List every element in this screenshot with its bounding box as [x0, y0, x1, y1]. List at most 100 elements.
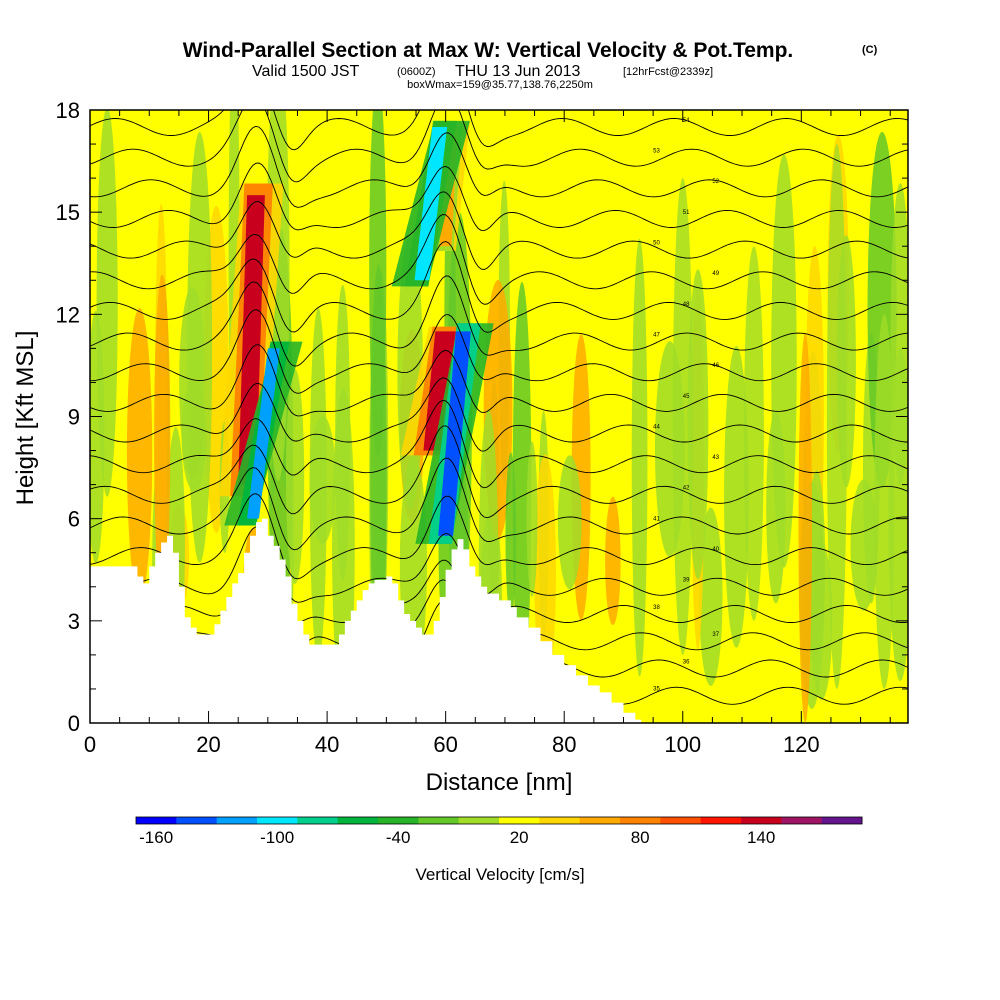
- colorbar-swatch: [499, 817, 540, 824]
- velocity-patch: [505, 452, 517, 618]
- isentrope-line: [90, 275, 908, 367]
- colorbar-swatch: [418, 817, 460, 824]
- downdraft-core: [438, 331, 471, 536]
- y-tick-label: 15: [56, 200, 80, 225]
- velocity-patch: [687, 269, 709, 580]
- velocity-patch: [850, 479, 878, 611]
- colorbar-swatch: [337, 817, 379, 824]
- y-axis-label: Height [Kft MSL]: [12, 331, 39, 506]
- isentrope-label: 48: [683, 302, 690, 308]
- isentrope-line: [90, 191, 908, 270]
- isentrope-label: 39: [683, 578, 690, 584]
- velocity-patch: [126, 308, 153, 599]
- chart-title: Wind-Parallel Section at Max W: Vertical…: [183, 39, 794, 62]
- colorbar-swatch: [458, 817, 500, 824]
- downdraft-core: [414, 127, 448, 281]
- colorbar-tick-label: -40: [386, 828, 411, 847]
- terrain-fill: [90, 518, 648, 723]
- velocity-band: [874, 314, 895, 689]
- isentrope-label: 41: [653, 516, 660, 522]
- isentrope-line: [90, 526, 908, 603]
- isentrope-label: 49: [712, 271, 719, 277]
- isentrope-label: 36: [683, 659, 690, 665]
- colorbar-swatch: [539, 817, 581, 824]
- forecast-info: [12hrFcst@2339z]: [623, 66, 713, 78]
- isentrope-line: [90, 110, 908, 151]
- y-tick-label: 6: [68, 507, 80, 532]
- x-tick-label: 0: [84, 732, 96, 757]
- isentrope-label: 53: [653, 149, 660, 155]
- velocity-patch: [154, 274, 171, 606]
- x-tick-label: 20: [196, 732, 220, 757]
- isentrope-label: 44: [653, 424, 660, 430]
- drafts-layer: [219, 120, 494, 544]
- velocity-patch: [309, 308, 327, 660]
- colorbar-swatch: [700, 817, 742, 824]
- velocity-patch: [798, 333, 812, 723]
- isentrope-label: 52: [712, 179, 719, 185]
- colorbar-swatch: [579, 817, 621, 824]
- colorbar-swatch: [821, 817, 863, 824]
- updraft-core: [423, 331, 457, 451]
- copyright-mark: (C): [862, 44, 878, 56]
- velocity-patch: [187, 132, 213, 563]
- colorbar-swatch: [781, 817, 823, 824]
- colorbar-swatch: [216, 817, 258, 824]
- colorbar-swatch: [660, 817, 702, 824]
- colorbar-swatch: [620, 817, 661, 824]
- x-tick-label: 40: [315, 732, 339, 757]
- y-tick-label: 18: [56, 98, 80, 123]
- isentrope-label: 43: [712, 455, 719, 461]
- velocity-patch: [557, 455, 582, 590]
- isentrope-line: [90, 377, 908, 452]
- isentrope-line: [90, 241, 908, 333]
- velocity-patch: [699, 507, 723, 686]
- isentrope-label: 54: [683, 118, 690, 124]
- isentrope-label: 46: [712, 363, 719, 369]
- velocity-patch: [771, 154, 797, 568]
- isentrope-line: [90, 214, 908, 305]
- colorbar: -160 -100 -40 20 80 140: [135, 816, 863, 847]
- colorbar-swatch: [297, 817, 339, 824]
- velocity-patch: [369, 110, 387, 457]
- isentrope-label: 51: [683, 210, 690, 216]
- isentrope-line: [90, 110, 908, 183]
- isentrope-label: 35: [653, 687, 660, 693]
- velocity-patch: [285, 369, 305, 585]
- isentrope-label: 38: [653, 605, 660, 611]
- isentrope-line: [90, 162, 908, 232]
- isentrope-line: [90, 457, 908, 551]
- velocity-patch: [96, 110, 118, 497]
- isentrope-label: 50: [653, 241, 660, 247]
- velocity-patch: [808, 470, 826, 656]
- terrain-layer: [90, 518, 648, 723]
- velocity-band: [743, 246, 764, 621]
- x-tick-label: 60: [433, 732, 457, 757]
- x-tick-label: 80: [552, 732, 576, 757]
- isentrope-line: [90, 309, 908, 394]
- colorbar-swatch: [136, 817, 177, 824]
- colorbar-tick-label: -100: [260, 828, 294, 847]
- colorbar-tick-label: 140: [747, 828, 775, 847]
- isentrope-line: [90, 344, 908, 417]
- isentrope-line: [90, 125, 908, 208]
- velocity-patch: [724, 346, 749, 648]
- plot-area: 3536373839404142434445464748495051525354…: [56, 98, 909, 757]
- colorbar-tick-label: 20: [510, 828, 529, 847]
- box-info: boxWmax=159@35.77,138.76,2250m: [407, 79, 593, 91]
- colorbar-swatch: [378, 817, 419, 824]
- colorbar-frame: [135, 816, 863, 825]
- valid-utc: (0600Z): [397, 66, 436, 78]
- colorbar-label: Vertical Velocity [cm/s]: [415, 865, 584, 884]
- colorbar-swatch: [176, 817, 218, 824]
- valid-date: THU 13 Jun 2013: [455, 63, 581, 80]
- velocity-patch: [526, 441, 538, 597]
- isentrope-line: [90, 399, 908, 489]
- colorbar-tick-label: 80: [631, 828, 650, 847]
- y-tick-label: 0: [68, 711, 80, 736]
- isentrope-label: 40: [712, 547, 719, 553]
- isentrope-label: 37: [712, 632, 719, 638]
- y-tick-label: 12: [56, 302, 80, 327]
